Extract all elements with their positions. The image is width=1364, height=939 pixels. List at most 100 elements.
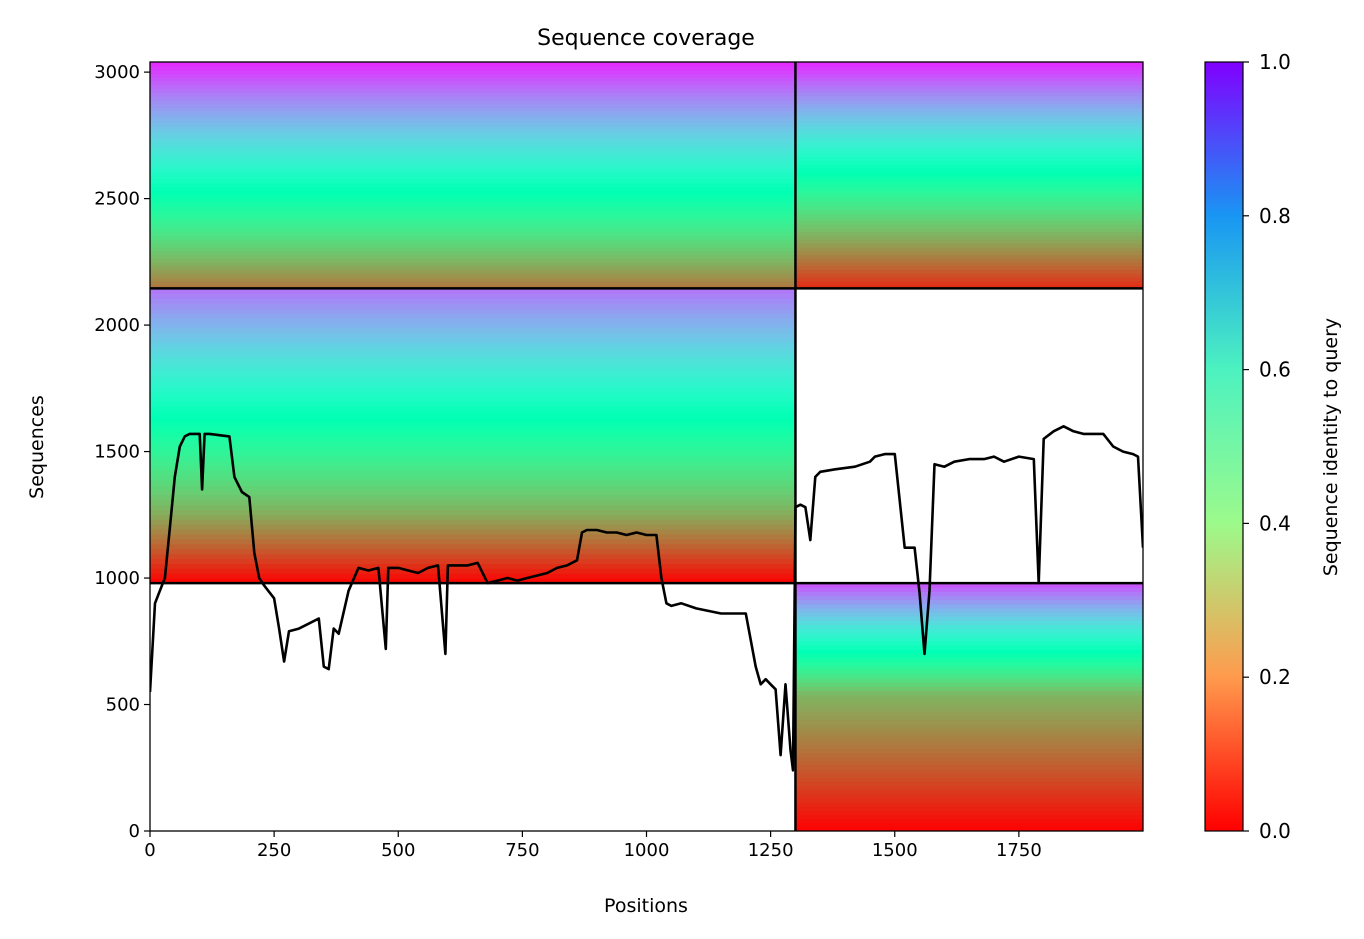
- msa-band: [795, 632, 1143, 638]
- x-tick-label: 250: [257, 840, 291, 861]
- msa-band: [150, 152, 796, 157]
- msa-band: [795, 133, 1143, 139]
- msa-band: [795, 62, 1143, 67]
- msa-band: [150, 80, 796, 86]
- msa-band: [795, 769, 1143, 774]
- msa-band: [795, 645, 1143, 650]
- msa-band: [795, 280, 1143, 286]
- msa-band: [150, 308, 796, 314]
- msa-band: [795, 752, 1143, 758]
- msa-band: [795, 636, 1143, 642]
- msa-band: [150, 465, 796, 471]
- msa-band: [795, 735, 1143, 741]
- msa-band: [150, 573, 796, 579]
- msa-band: [150, 239, 796, 244]
- chain-boundaries: [150, 62, 1143, 831]
- msa-band: [150, 114, 796, 120]
- msa-band: [150, 73, 796, 78]
- msa-band: [795, 99, 1143, 105]
- msa-band: [150, 460, 796, 466]
- msa-band: [150, 430, 796, 437]
- msa-band: [795, 167, 1143, 173]
- msa-band: [795, 118, 1143, 123]
- msa-band: [795, 686, 1143, 692]
- msa-band: [795, 92, 1143, 97]
- msa-block-2: [795, 62, 1143, 289]
- msa-band: [150, 327, 796, 334]
- msa-heatmap: [150, 62, 1143, 831]
- msa-band: [150, 366, 796, 373]
- msa-band: [150, 254, 796, 259]
- y-tick-label: 2000: [94, 315, 140, 336]
- msa-band: [150, 145, 796, 150]
- msa-band: [795, 114, 1143, 120]
- msa-band: [150, 298, 796, 304]
- msa-band: [795, 265, 1143, 271]
- msa-band: [150, 118, 796, 123]
- y-tick-label: 2500: [94, 189, 140, 210]
- colorbar-tick-label: 0.8: [1259, 204, 1291, 228]
- msa-band: [150, 224, 796, 229]
- msa-band: [795, 583, 1143, 588]
- msa-band: [150, 194, 796, 199]
- colorbar-tick-label: 1.0: [1259, 50, 1291, 74]
- colorbar-ticks: 0.0 0.2 0.4 0.6 0.8 1.0: [1243, 50, 1291, 843]
- msa-band: [150, 111, 796, 116]
- msa-band: [150, 509, 796, 515]
- msa-band: [795, 781, 1143, 787]
- y-tick-label: 1500: [94, 442, 140, 463]
- msa-band: [150, 65, 796, 71]
- msa-band: [795, 175, 1143, 180]
- msa-band: [150, 228, 796, 233]
- msa-band: [150, 475, 796, 481]
- msa-band: [150, 543, 796, 550]
- y-tick-label: 3000: [94, 62, 140, 83]
- msa-band: [150, 246, 796, 252]
- msa-band: [150, 401, 796, 407]
- msa-band: [150, 357, 796, 363]
- msa-band: [795, 273, 1143, 278]
- msa-band: [150, 133, 796, 139]
- msa-band: [795, 612, 1143, 617]
- msa-band: [150, 342, 796, 348]
- msa-band: [150, 175, 796, 180]
- msa-band: [150, 273, 796, 278]
- msa-band: [150, 205, 796, 210]
- msa-band: [795, 810, 1143, 816]
- msa-band: [795, 777, 1143, 783]
- msa-band: [795, 231, 1143, 237]
- msa-band: [150, 494, 796, 501]
- msa-band: [795, 178, 1143, 184]
- msa-band: [795, 661, 1143, 667]
- msa-band: [795, 694, 1143, 700]
- msa-band: [795, 669, 1143, 675]
- msa-band: [150, 337, 796, 344]
- colorbar-label: Sequence identity to query: [1320, 318, 1342, 576]
- msa-band: [795, 111, 1143, 116]
- colorbar-tick-label: 0.0: [1259, 819, 1291, 843]
- msa-band: [150, 421, 796, 427]
- msa-band: [150, 182, 796, 188]
- msa-block-1: [150, 62, 796, 289]
- msa-band: [150, 280, 796, 286]
- msa-band: [150, 411, 796, 417]
- msa-band: [150, 529, 796, 535]
- msa-band: [150, 220, 796, 225]
- x-tick-label: 1000: [624, 840, 670, 861]
- msa-band: [150, 568, 796, 574]
- msa-band: [150, 303, 796, 309]
- msa-band: [150, 371, 796, 378]
- msa-band: [150, 178, 796, 184]
- msa-band: [795, 748, 1143, 754]
- msa-band: [795, 785, 1143, 791]
- msa-band: [795, 818, 1143, 824]
- msa-band: [150, 277, 796, 282]
- msa-band: [795, 239, 1143, 244]
- msa-band: [150, 103, 796, 108]
- y-axis-label: Sequences: [26, 395, 48, 499]
- msa-band: [150, 391, 796, 398]
- msa-band: [795, 814, 1143, 820]
- msa-band: [795, 789, 1143, 795]
- msa-band: [150, 455, 796, 461]
- msa-band: [795, 607, 1143, 613]
